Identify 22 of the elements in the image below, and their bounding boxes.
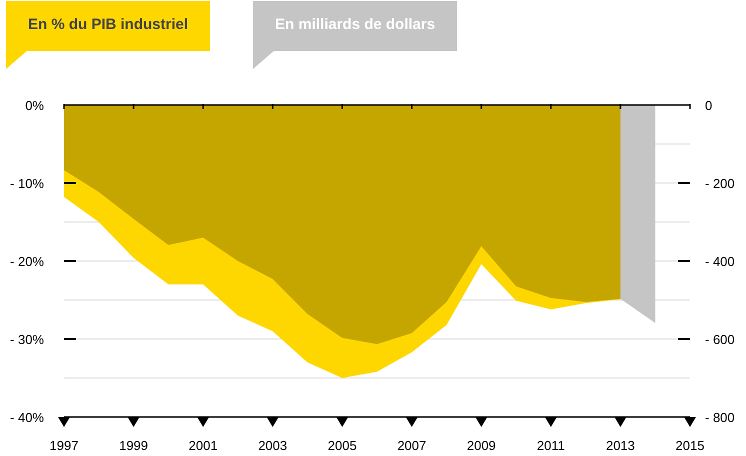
y2-tick-label: - 200	[705, 176, 735, 191]
x-tick-label: 1997	[50, 438, 78, 453]
y2-tick-label: 0	[705, 98, 712, 113]
y-tick-label: - 20%	[10, 254, 44, 269]
x-tick-label: 2005	[328, 438, 357, 453]
y-tick-label: 0%	[25, 98, 44, 113]
x-tick-label: 2013	[606, 438, 635, 453]
x-tick-label: 2007	[397, 438, 426, 453]
text: En % du PIB industriel	[28, 16, 188, 33]
y-tick-label: - 10%	[10, 176, 44, 191]
y2-tick-label: - 600	[705, 332, 735, 347]
x-tick-label: 2015	[676, 438, 704, 453]
x-tick-label: 2001	[188, 438, 218, 453]
y2-tick-label: - 400	[705, 254, 735, 269]
y2-tick-label: - 800	[705, 410, 735, 425]
y-tick-label: - 40%	[10, 410, 44, 425]
x-tick-label: 2011	[536, 438, 565, 453]
x-tick-label: 2009	[466, 438, 496, 453]
y-tick-label: - 30%	[10, 332, 44, 347]
text: En milliards de dollars	[275, 16, 436, 33]
x-tick-label: 2003	[258, 438, 288, 453]
x-tick-label: 1999	[119, 438, 148, 453]
